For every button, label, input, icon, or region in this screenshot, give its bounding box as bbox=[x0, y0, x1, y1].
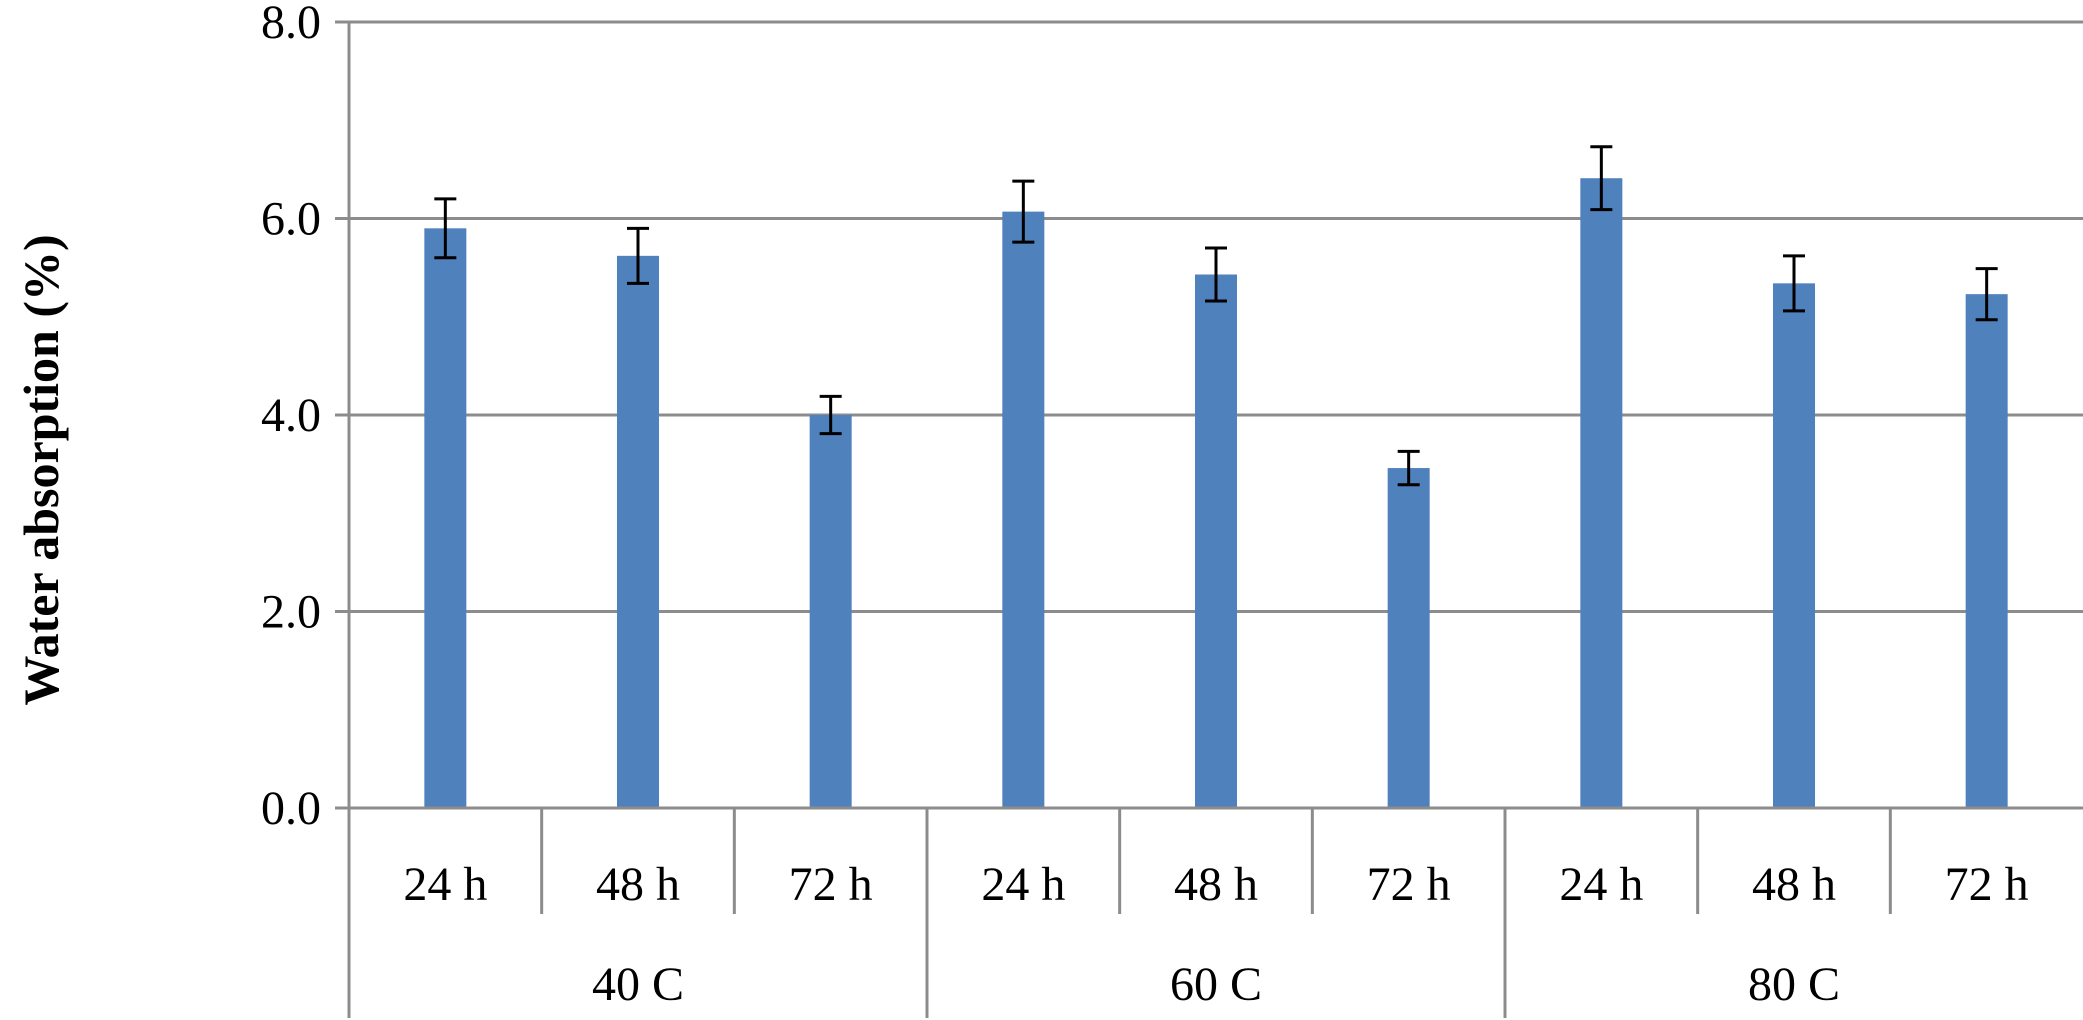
y-tick-label: 2.0 bbox=[261, 586, 321, 639]
x-group-label: 60 C bbox=[1170, 958, 1262, 1011]
bar bbox=[1387, 468, 1430, 808]
bar bbox=[809, 415, 852, 808]
x-group-label: 40 C bbox=[592, 958, 684, 1011]
bar bbox=[1773, 283, 1815, 809]
x-category-label: 72 h bbox=[1367, 858, 1451, 911]
y-tick-label: 4.0 bbox=[261, 389, 321, 442]
axes bbox=[335, 20, 2083, 1018]
x-category-labels: 24 h 48 h 72 h 24 h 48 h 72 h 24 h 48 h 72 h 40 C… bbox=[403, 858, 2028, 1011]
x-group-label: 80 C bbox=[1748, 958, 1840, 1011]
y-tick-labels: 0.0 2.0 4.0 6.0 8.0 bbox=[261, 0, 321, 835]
x-category-label: 72 h bbox=[789, 858, 873, 911]
x-category-label: 24 h bbox=[403, 858, 487, 911]
bar bbox=[1002, 211, 1045, 808]
y-tick-label: 8.0 bbox=[261, 0, 321, 49]
y-tick-label: 6.0 bbox=[261, 193, 321, 246]
x-category-label: 48 h bbox=[596, 858, 680, 911]
bar bbox=[1195, 274, 1237, 808]
bar bbox=[617, 255, 659, 808]
x-category-label: 24 h bbox=[981, 858, 1065, 911]
x-category-label: 72 h bbox=[1945, 858, 2029, 911]
bar bbox=[1580, 178, 1623, 808]
y-tick-label: 0.0 bbox=[261, 782, 321, 835]
error-bars bbox=[434, 145, 1998, 487]
bar bbox=[424, 228, 467, 808]
x-category-label: 48 h bbox=[1752, 858, 1836, 911]
x-category-label: 48 h bbox=[1174, 858, 1258, 911]
x-category-label: 24 h bbox=[1559, 858, 1643, 911]
y-axis-title: Water absorption (%) bbox=[13, 234, 69, 705]
bar bbox=[1965, 294, 2008, 809]
bars bbox=[424, 178, 2008, 809]
